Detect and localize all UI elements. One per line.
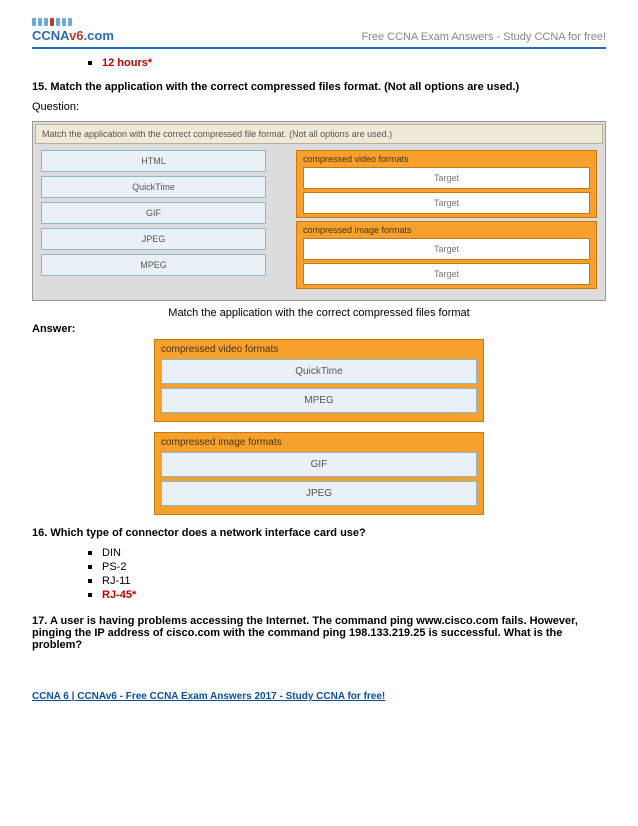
logo-v: v6 [69,28,83,43]
answer-item: MPEG [161,388,477,413]
q15-question-diagram: Match the application with the correct c… [32,121,606,301]
category-head: compressed image formats [303,225,590,235]
left-item[interactable]: QuickTime [41,176,266,198]
header-tagline: Free CCNA Exam Answers - Study CCNA for … [361,31,606,43]
q16-option-correct: RJ-45* [88,589,606,601]
q15-answer-diagram: compressed video formats QuickTime MPEG … [154,339,484,515]
option-text: PS-2 [102,561,126,573]
answer-category-image: compressed image formats GIF JPEG [154,432,484,515]
left-item[interactable]: JPEG [41,228,266,250]
q16-option: RJ-11 [88,575,606,587]
q15-caption: Match the application with the correct c… [32,307,606,319]
bullet-icon [88,565,92,569]
logo-text: CCNAv6.com [32,28,114,43]
q14-correct: 12 hours* [102,57,152,69]
q16-option: PS-2 [88,561,606,573]
logo-main: CCNA [32,28,69,43]
drop-target[interactable]: Target [303,192,590,214]
bullet-icon [88,551,92,555]
q17-title: 17. A user is having problems accessing … [32,615,606,651]
page-header: CCNAv6.com Free CCNA Exam Answers - Stud… [32,18,606,49]
q15-instruction: Match the application with the correct c… [35,124,603,144]
drop-target[interactable]: Target [303,263,590,285]
footer-link-1[interactable]: CCNA 6 [32,691,69,702]
answer-cat-head: compressed image formats [161,437,477,448]
left-item[interactable]: HTML [41,150,266,172]
q15-question-label: Question: [32,101,606,113]
footer: CCNA 6 | CCNAv6 - Free CCNA Exam Answers… [32,691,606,702]
q16-title: 16. Which type of connector does a netwo… [32,527,606,539]
category-video: compressed video formats Target Target [296,150,597,218]
q15-right-column: compressed video formats Target Target c… [296,150,597,292]
logo-suffix: .com [84,28,114,43]
q16-option: DIN [88,547,606,559]
category-head: compressed video formats [303,154,590,164]
left-item[interactable]: MPEG [41,254,266,276]
bullet-icon [88,61,92,65]
q15-left-column: HTML QuickTime GIF JPEG MPEG [41,150,266,292]
left-item[interactable]: GIF [41,202,266,224]
q16-options: DIN PS-2 RJ-11 RJ-45* [88,547,606,601]
answer-cat-head: compressed video formats [161,344,477,355]
answer-item: QuickTime [161,359,477,384]
drop-target[interactable]: Target [303,238,590,260]
drop-target[interactable]: Target [303,167,590,189]
answer-category-video: compressed video formats QuickTime MPEG [154,339,484,422]
bullet-icon [88,579,92,583]
option-text: RJ-11 [102,575,131,587]
bullet-icon [88,593,92,597]
logo-bars-icon [32,18,114,26]
q15-answer-label: Answer: [32,323,606,335]
q15-title: 15. Match the application with the corre… [32,81,606,93]
footer-link-2[interactable]: CCNAv6 - Free CCNA Exam Answers 2017 - S… [77,691,385,702]
logo: CCNAv6.com [32,18,114,43]
answer-item: JPEG [161,481,477,506]
q14-option-last: 12 hours* [88,57,606,69]
category-image: compressed image formats Target Target [296,221,597,289]
option-text: DIN [102,547,121,559]
footer-sep: | [69,691,77,702]
option-text: RJ-45* [102,589,136,601]
answer-item: GIF [161,452,477,477]
